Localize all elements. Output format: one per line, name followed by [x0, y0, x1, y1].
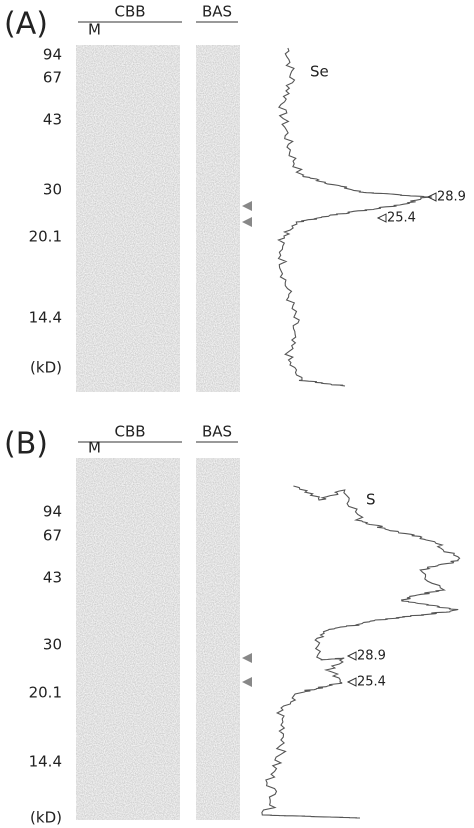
panel-a: (A) CBB M BAS 94 67 43 30 20.1 14.4 (kD) 28.9 25.4 Se	[4, 3, 466, 392]
cbb-header: CBB	[114, 423, 145, 441]
peak-label: 25.4	[387, 211, 416, 226]
unit-label: (kD)	[30, 359, 62, 377]
mw-marker: 67	[43, 527, 62, 545]
mw-marker: 94	[43, 503, 62, 521]
peak-label: 28.9	[357, 649, 386, 664]
lane-marker: M	[88, 21, 101, 39]
bas-gel	[196, 45, 240, 392]
band-arrow	[242, 677, 252, 687]
mw-marker: 67	[43, 69, 62, 87]
band-arrow	[242, 217, 252, 227]
mw-marker: 30	[43, 181, 62, 199]
mw-marker: 94	[43, 46, 62, 64]
panel-label: (A)	[4, 7, 48, 42]
band-arrow	[242, 653, 252, 663]
mw-marker: 20.1	[29, 228, 62, 246]
cbb-header: CBB	[114, 3, 145, 21]
bas-gel	[196, 458, 240, 820]
peak-arrow	[346, 677, 357, 687]
mw-marker: 30	[43, 636, 62, 654]
peak-arrow	[376, 213, 387, 223]
density-trace	[261, 485, 461, 819]
trace-label: Se	[310, 63, 329, 81]
panel-b: (B) CBB M BAS 94 67 43 30 20.1 14.4 (kD) 28.9 25.4 S	[4, 423, 461, 827]
peak-label: 25.4	[357, 675, 386, 690]
unit-label: (kD)	[30, 809, 62, 827]
band-arrow	[242, 201, 252, 211]
bas-header: BAS	[202, 423, 232, 441]
mw-marker: 43	[43, 111, 62, 129]
panel-label: (B)	[4, 427, 48, 462]
lane-marker: M	[88, 439, 101, 457]
cbb-gel	[76, 458, 180, 820]
cbb-gel	[76, 45, 180, 392]
mw-marker: 14.4	[29, 753, 62, 771]
mw-marker: 14.4	[29, 309, 62, 327]
bas-header: BAS	[202, 3, 232, 21]
peak-label: 28.9	[437, 190, 466, 205]
density-trace	[277, 47, 433, 387]
peak-arrow	[426, 192, 437, 202]
mw-marker: 20.1	[29, 684, 62, 702]
mw-marker: 43	[43, 569, 62, 587]
peak-arrow	[346, 651, 357, 661]
trace-label: S	[366, 491, 376, 509]
